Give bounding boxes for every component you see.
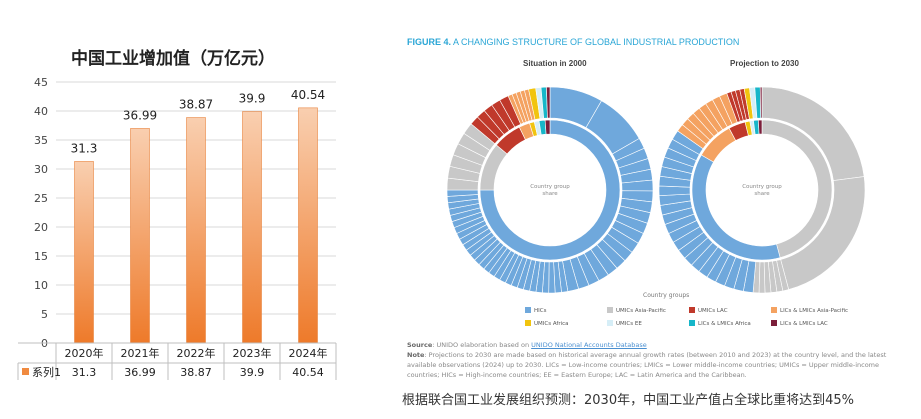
category-label: 2024年 bbox=[289, 346, 328, 360]
donut-2000-center-label-1: Country group bbox=[530, 184, 570, 190]
donut-2030 bbox=[658, 86, 866, 294]
legend-swatch bbox=[771, 307, 777, 313]
outer-ring-segment bbox=[658, 185, 691, 197]
y-tick-label: 35 bbox=[34, 134, 48, 147]
category-label: 2023年 bbox=[233, 346, 272, 360]
inner-ring-segment bbox=[758, 119, 763, 135]
donut-2000-title: Situation in 2000 bbox=[523, 59, 587, 68]
y-tick-label: 30 bbox=[34, 163, 48, 176]
industrial-production-figure: FIGURE 4. A CHANGING STRUCTURE OF GLOBAL… bbox=[405, 30, 905, 390]
bar-value-label: 31.3 bbox=[71, 141, 98, 155]
inner-ring-segment bbox=[544, 119, 551, 135]
bar-value-label: 39.9 bbox=[239, 92, 266, 106]
source-note: Source: UNIDO elaboration based on UNIDO… bbox=[407, 340, 897, 380]
table-value: 40.54 bbox=[292, 366, 324, 379]
legend-item: LICs & LMICs Africa bbox=[689, 320, 751, 327]
legend-swatch bbox=[607, 307, 613, 313]
category-label: 2021年 bbox=[121, 346, 160, 360]
y-tick-label: 45 bbox=[34, 76, 48, 89]
category-label: 2022年 bbox=[177, 346, 216, 360]
donut-charts: Country group share Country group share bbox=[446, 86, 866, 294]
bar-value-label: 36.99 bbox=[123, 108, 157, 122]
bar-value-label: 38.87 bbox=[179, 98, 213, 112]
y-tick-label: 5 bbox=[41, 308, 48, 321]
legend-swatch bbox=[689, 320, 695, 326]
figure-title-text: A CHANGING STRUCTURE OF GLOBAL INDUSTRIA… bbox=[451, 37, 740, 47]
note-label: Note bbox=[407, 351, 425, 359]
legend-swatch bbox=[689, 307, 695, 313]
legend-item: UMICs Asia-Pacific bbox=[607, 307, 666, 314]
series-label: 系列1 bbox=[32, 365, 61, 379]
inner-ring-segment bbox=[479, 119, 621, 261]
legend-swatch bbox=[525, 320, 531, 326]
legend-item: LICs & LMICs Asia-Pacific bbox=[771, 307, 848, 314]
source-text: : UNIDO elaboration based on bbox=[432, 341, 532, 349]
legend-item: UMICs LAC bbox=[689, 307, 728, 314]
table-value: 31.3 bbox=[72, 366, 97, 379]
bar bbox=[130, 128, 150, 344]
legend-item: UMICs Africa bbox=[525, 320, 569, 327]
legend-label: HICs bbox=[534, 308, 547, 314]
donut-2000-center-label-2: share bbox=[542, 191, 558, 197]
category-label: 2020年 bbox=[65, 346, 104, 360]
bar-chart-svg: 05101520253035404531.336.9938.8739.940.5… bbox=[17, 76, 337, 380]
legend-label: LICs & LMICs Africa bbox=[698, 321, 751, 327]
legend-label: UMICs LAC bbox=[698, 308, 728, 314]
legend-title: Country groups bbox=[643, 292, 690, 299]
outer-ring-segment bbox=[759, 86, 763, 119]
note-line: Note: Projections to 2030 are made based… bbox=[407, 350, 897, 380]
legend-label: UMICs Asia-Pacific bbox=[616, 308, 666, 314]
legend-swatch bbox=[607, 320, 613, 326]
y-tick-label: 25 bbox=[34, 192, 48, 205]
legend-label: UMICs EE bbox=[616, 321, 642, 327]
legend-item: HICs bbox=[525, 307, 546, 314]
bar bbox=[242, 111, 262, 344]
bar bbox=[74, 161, 94, 344]
table-value: 36.99 bbox=[124, 366, 156, 379]
chart-title: 中国工业增加值（万亿元） bbox=[71, 49, 275, 69]
series-swatch bbox=[22, 368, 29, 375]
note-text: : Projections to 2030 are made based on … bbox=[407, 351, 887, 379]
legend-item: UMICs EE bbox=[607, 320, 642, 327]
legend-swatch bbox=[525, 307, 531, 313]
donut-2030-center-label-1: Country group bbox=[742, 184, 782, 190]
figure-title: FIGURE 4. A CHANGING STRUCTURE OF GLOBAL… bbox=[407, 37, 739, 47]
source-link[interactable]: UNIDO National Accounts Database bbox=[531, 341, 647, 349]
figure-number: FIGURE 4. bbox=[407, 37, 452, 47]
source-label: Source bbox=[407, 341, 433, 349]
y-tick-label: 15 bbox=[34, 250, 48, 263]
caption: 根据联合国工业发展组织预测：2030年，中国工业产值占全球比重将达到45% bbox=[402, 393, 854, 408]
source-line: Source: UNIDO elaboration based on UNIDO… bbox=[407, 340, 897, 350]
bar-chart: 中国工业增加值（万亿元） 05101520253035404531.336.99… bbox=[8, 30, 338, 380]
legend-swatch bbox=[771, 320, 777, 326]
outer-ring-segment bbox=[546, 86, 551, 119]
legend-label: LICs & LMICs LAC bbox=[780, 321, 828, 327]
y-tick-label: 10 bbox=[34, 279, 48, 292]
bar bbox=[298, 107, 318, 344]
bar-value-label: 40.54 bbox=[291, 88, 325, 102]
legend-item: LICs & LMICs LAC bbox=[771, 320, 828, 327]
legend-label: LICs & LMICs Asia-Pacific bbox=[780, 308, 849, 314]
table-value: 38.87 bbox=[180, 366, 212, 379]
donut-2030-title: Projection to 2030 bbox=[730, 59, 799, 68]
legend-label: UMICs Africa bbox=[534, 321, 569, 327]
y-tick-label: 20 bbox=[34, 221, 48, 234]
y-tick-label: 40 bbox=[34, 105, 48, 118]
bar bbox=[186, 117, 206, 344]
table-value: 39.9 bbox=[240, 366, 265, 379]
donut-2000 bbox=[446, 86, 654, 294]
donut-2030-center-label-2: share bbox=[754, 191, 770, 197]
